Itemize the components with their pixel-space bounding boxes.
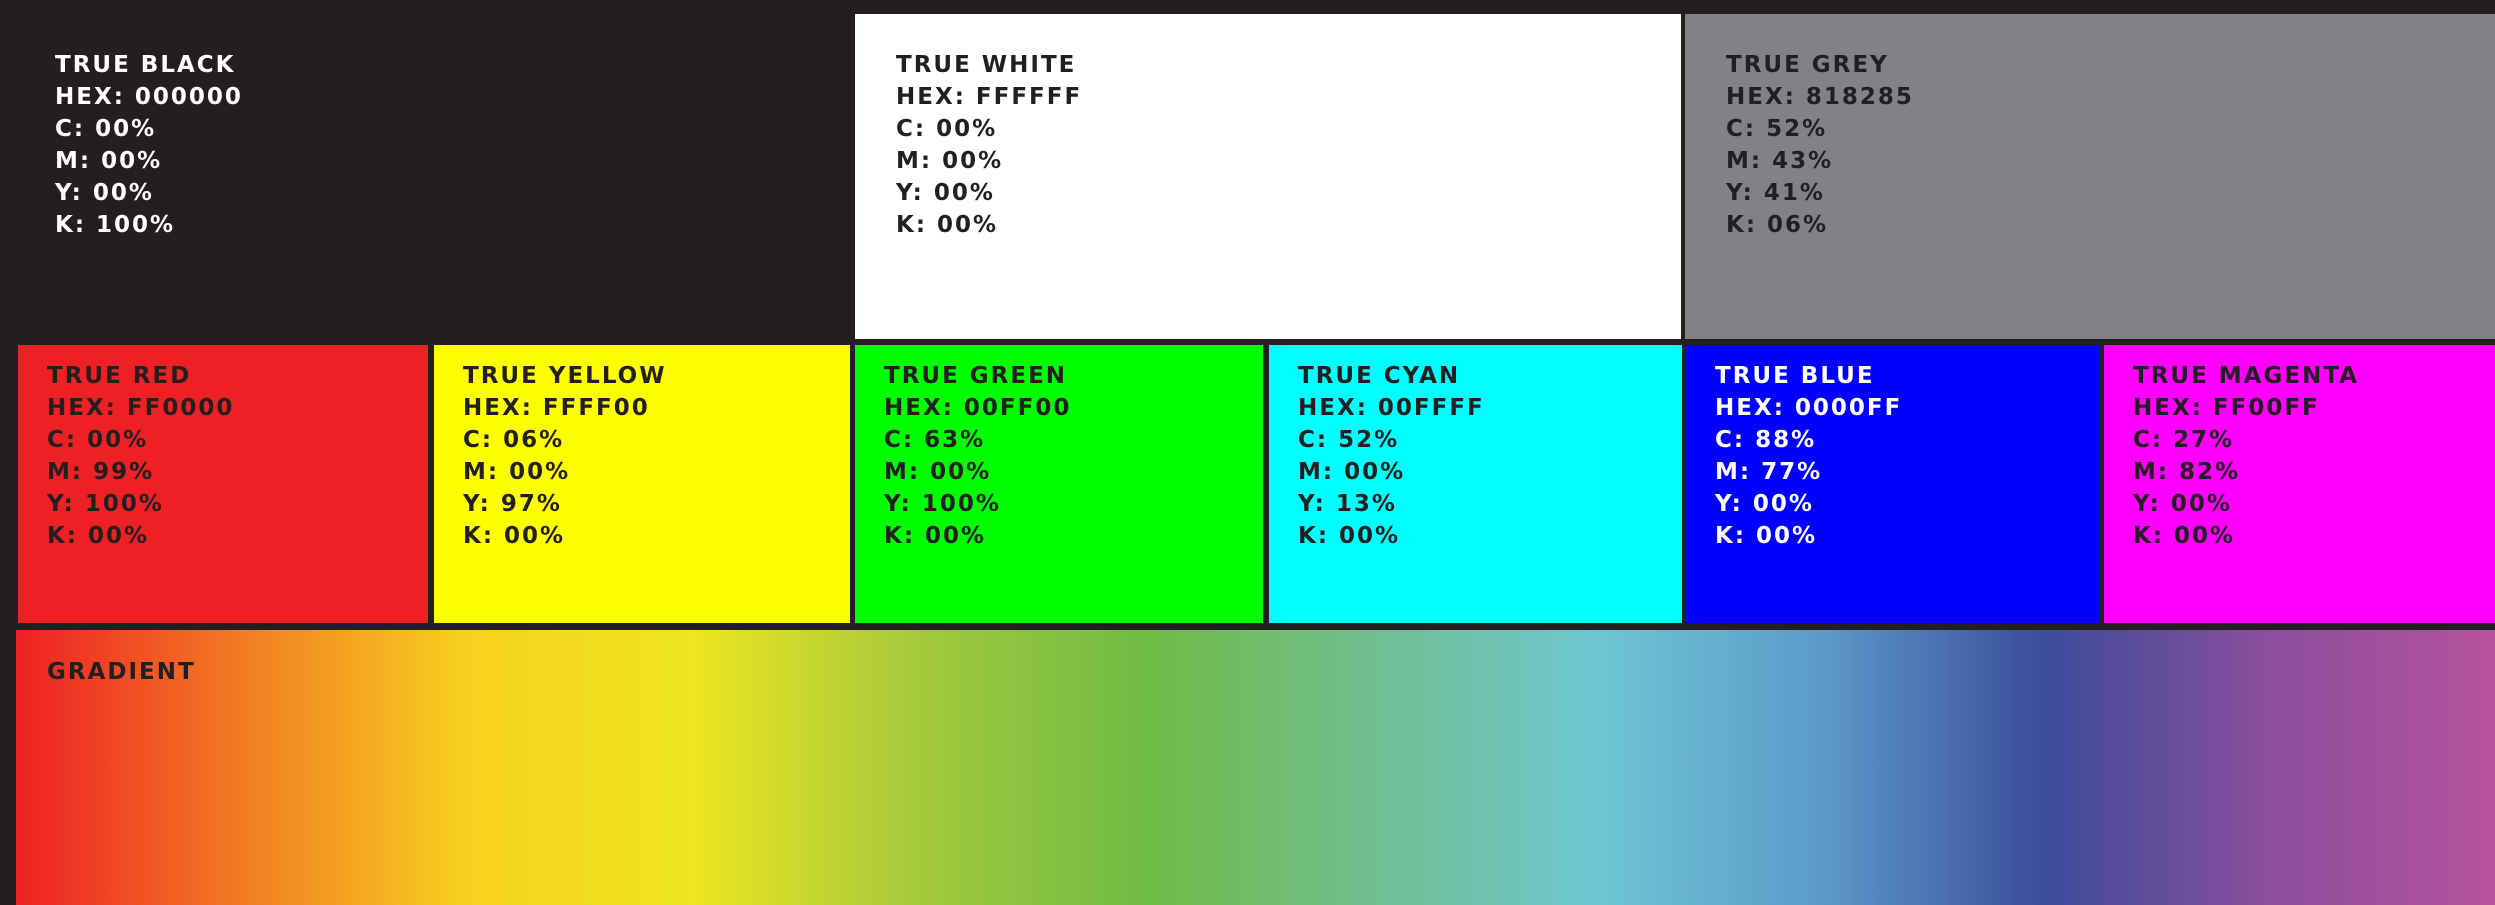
swatch-hex: HEX: 00FFFF [1298,395,1485,421]
swatch-true-red: TRUE RED HEX: FF0000 C: 00% M: 99% Y: 10… [18,345,428,623]
swatch-hex: HEX: 0000FF [1715,395,1903,421]
swatch-key-value: K: 100% [55,212,176,238]
swatch-name: TRUE YELLOW [463,363,667,389]
swatch-name: TRUE CYAN [1298,363,1461,389]
swatch-key-value: K: 00% [2133,523,2236,549]
swatch-name: TRUE RED [47,363,192,389]
swatch-key-value: K: 00% [1715,523,1818,549]
swatch-name: TRUE WHITE [896,52,1077,78]
swatch-cyan-value: C: 06% [463,427,565,453]
swatch-text-true-green: TRUE GREEN HEX: 00FF00 C: 63% M: 00% Y: … [884,360,1071,552]
swatch-true-yellow: TRUE YELLOW HEX: FFFF00 C: 06% M: 00% Y:… [434,345,850,623]
swatch-name: TRUE GREY [1726,52,1889,78]
swatch-true-grey: TRUE GREY HEX: 818285 C: 52% M: 43% Y: 4… [1685,14,2495,339]
swatch-cyan-value: C: 00% [55,116,157,142]
swatch-text-true-grey: TRUE GREY HEX: 818285 C: 52% M: 43% Y: 4… [1726,49,1914,241]
swatch-cyan-value: C: 27% [2133,427,2235,453]
swatch-magenta-value: M: 82% [2133,459,2241,485]
swatch-magenta-value: M: 43% [1726,148,1834,174]
swatch-name: TRUE BLUE [1715,363,1875,389]
swatch-cyan-value: C: 00% [896,116,998,142]
swatch-true-magenta: TRUE MAGENTA HEX: FF00FF C: 27% M: 82% Y… [2104,345,2495,623]
swatch-yellow-value: Y: 41% [1726,180,1825,206]
swatch-key-value: K: 00% [463,523,566,549]
swatch-magenta-value: M: 00% [55,148,163,174]
swatch-text-true-cyan: TRUE CYAN HEX: 00FFFF C: 52% M: 00% Y: 1… [1298,360,1485,552]
swatch-text-true-red: TRUE RED HEX: FF0000 C: 00% M: 99% Y: 10… [47,360,234,552]
swatch-cyan-value: C: 63% [884,427,986,453]
swatch-yellow-value: Y: 97% [463,491,562,517]
swatch-true-blue: TRUE BLUE HEX: 0000FF C: 88% M: 77% Y: 0… [1686,345,2099,623]
swatch-hex: HEX: 000000 [55,84,243,110]
swatch-magenta-value: M: 00% [1298,459,1406,485]
swatch-key-value: K: 06% [1726,212,1829,238]
swatch-name: TRUE BLACK [55,52,236,78]
swatch-hex: HEX: 00FF00 [884,395,1072,421]
swatch-true-cyan: TRUE CYAN HEX: 00FFFF C: 52% M: 00% Y: 1… [1269,345,1682,623]
swatch-magenta-value: M: 77% [1715,459,1823,485]
swatch-hex: HEX: FF00FF [2133,395,2320,421]
swatch-key-value: K: 00% [47,523,150,549]
swatch-name: TRUE GREEN [884,363,1068,389]
swatch-yellow-value: Y: 00% [55,180,154,206]
swatch-yellow-value: Y: 13% [1298,491,1397,517]
swatch-key-value: K: 00% [1298,523,1401,549]
swatch-magenta-value: M: 00% [884,459,992,485]
swatch-cyan-value: C: 88% [1715,427,1817,453]
swatch-key-value: K: 00% [896,212,999,238]
gradient-text: GRADIENT [47,656,196,688]
swatch-hex: HEX: 818285 [1726,84,1914,110]
swatch-cyan-value: C: 52% [1726,116,1828,142]
swatch-yellow-value: Y: 100% [884,491,1001,517]
swatch-text-true-magenta: TRUE MAGENTA HEX: FF00FF C: 27% M: 82% Y… [2133,360,2359,552]
swatch-magenta-value: M: 99% [47,459,155,485]
gradient-swatch: GRADIENT [16,630,2495,905]
swatch-yellow-value: Y: 00% [1715,491,1814,517]
swatch-magenta-value: M: 00% [463,459,571,485]
swatch-yellow-value: Y: 00% [896,180,995,206]
swatch-text-true-black: TRUE BLACK HEX: 000000 C: 00% M: 00% Y: … [55,49,243,241]
swatch-true-white: TRUE WHITE HEX: FFFFFF C: 00% M: 00% Y: … [855,14,1681,339]
swatch-text-true-white: TRUE WHITE HEX: FFFFFF C: 00% M: 00% Y: … [896,49,1082,241]
swatch-cyan-value: C: 52% [1298,427,1400,453]
swatch-key-value: K: 00% [884,523,987,549]
swatch-true-black: TRUE BLACK HEX: 000000 C: 00% M: 00% Y: … [14,14,851,339]
gradient-label: GRADIENT [47,659,196,685]
swatch-yellow-value: Y: 100% [47,491,164,517]
swatch-true-green: TRUE GREEN HEX: 00FF00 C: 63% M: 00% Y: … [855,345,1263,623]
swatch-text-true-yellow: TRUE YELLOW HEX: FFFF00 C: 06% M: 00% Y:… [463,360,667,552]
swatch-name: TRUE MAGENTA [2133,363,2360,389]
swatch-hex: HEX: FF0000 [47,395,235,421]
swatch-hex: HEX: FFFF00 [463,395,650,421]
swatch-cyan-value: C: 00% [47,427,149,453]
swatch-yellow-value: Y: 00% [2133,491,2232,517]
swatch-magenta-value: M: 00% [896,148,1004,174]
swatch-text-true-blue: TRUE BLUE HEX: 0000FF C: 88% M: 77% Y: 0… [1715,360,1902,552]
swatch-hex: HEX: FFFFFF [896,84,1083,110]
